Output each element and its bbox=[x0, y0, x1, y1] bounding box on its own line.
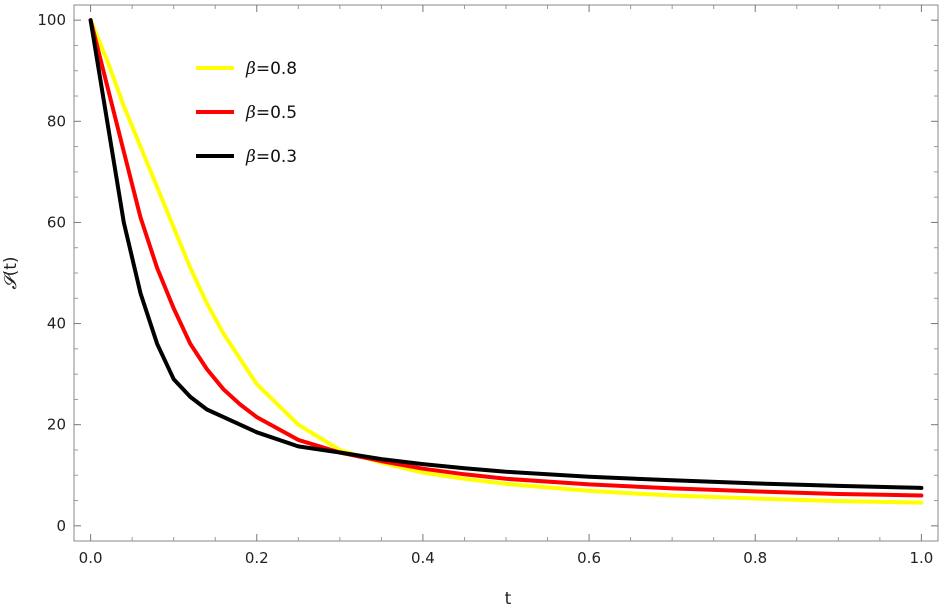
y-axis-argument: (t) bbox=[1, 256, 21, 276]
legend-symbol: β bbox=[245, 103, 256, 123]
x-tick-label: 0.0 bbox=[79, 549, 103, 567]
y-tick-label: 60 bbox=[47, 213, 66, 231]
x-tick-label: 0.4 bbox=[411, 549, 435, 567]
series-line-2 bbox=[88, 18, 924, 490]
legend-symbol: β bbox=[245, 59, 256, 79]
axis-ticks: 0.0 0.2 0.4 0.6 0.8 1.0 0 20 40 60 80 100 bbox=[37, 5, 938, 567]
x-tick-label: 0.2 bbox=[245, 549, 269, 567]
legend-label-1: β=0.5 bbox=[245, 103, 297, 123]
series-lines bbox=[88, 18, 924, 505]
legend-symbol: β bbox=[245, 147, 256, 167]
y-tick-label: 100 bbox=[37, 11, 66, 29]
y-tick-label: 20 bbox=[47, 416, 66, 434]
legend: β=0.8β=0.5β=0.3 bbox=[196, 59, 297, 167]
legend-value: =0.5 bbox=[256, 103, 297, 123]
x-tick-label: 1.0 bbox=[909, 549, 933, 567]
y-tick-label: 0 bbox=[56, 517, 66, 535]
legend-value: =0.8 bbox=[256, 59, 297, 79]
legend-label-0: β=0.8 bbox=[245, 59, 297, 79]
x-axis-title: t bbox=[505, 589, 512, 607]
legend-label-2: β=0.3 bbox=[245, 147, 297, 167]
y-axis-title: 𝓢(t) bbox=[1, 256, 21, 289]
y-tick-label: 80 bbox=[47, 112, 66, 130]
x-tick-label: 0.6 bbox=[577, 549, 601, 567]
y-tick-label: 40 bbox=[47, 315, 66, 333]
series-line-0 bbox=[88, 18, 924, 505]
series-line-1 bbox=[88, 18, 924, 498]
legend-value: =0.3 bbox=[256, 147, 297, 167]
plot-frame bbox=[73, 4, 939, 542]
x-tick-label: 0.8 bbox=[743, 549, 767, 567]
